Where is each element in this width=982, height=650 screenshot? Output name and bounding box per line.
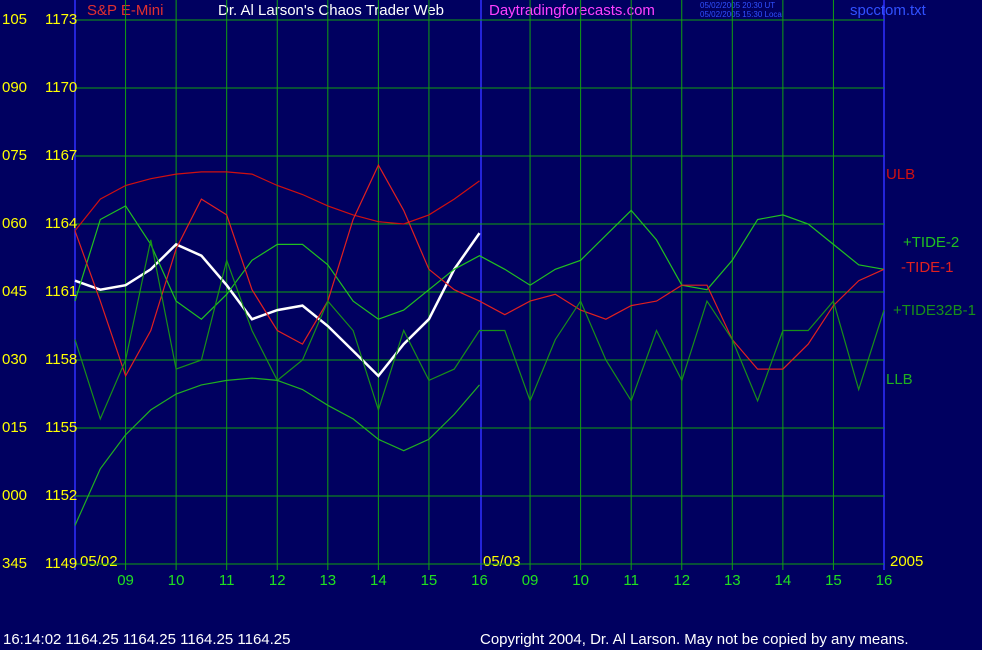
angle-label: 045 [2,283,27,300]
series-line [74,239,885,421]
series-line [74,205,885,320]
angle-label: 000 [2,487,27,504]
x-tick-label: 13 [724,572,741,589]
x-tick-label: 11 [623,572,639,589]
x-tick-label: 15 [825,572,842,589]
y-tick-label: 1155 [45,419,77,436]
day-label: 05/03 [483,553,521,570]
angle-label: 090 [2,79,27,96]
legend-label: +TIDE-2 [903,234,959,251]
y-tick-label: 1167 [45,147,77,164]
day-label: 05/02 [80,553,118,570]
legend-label: LLB [886,371,913,388]
x-tick-label: 16 [876,572,893,589]
file-name: spcctom.txt [850,2,927,19]
angle-label: 105 [2,11,27,28]
x-tick-label: 10 [572,572,589,589]
y-tick-label: 1170 [45,79,77,96]
x-tick-label: 14 [775,572,792,589]
y-tick-label: 1164 [45,215,77,232]
angle-label: 030 [2,351,27,368]
legend-label: ULB [886,166,915,183]
series-line [74,377,480,526]
header: Dr. Al Larson's Chaos Trader Web [218,2,444,19]
angle-label: 345 [2,555,27,572]
x-tick-label: 14 [370,572,387,589]
series-line [74,171,480,232]
copyright: Copyright 2004, Dr. Al Larson. May not b… [480,631,909,648]
series-line [74,232,481,378]
y-tick-label: 1152 [45,487,77,504]
angle-label: 060 [2,215,27,232]
x-tick-label: 12 [269,572,286,589]
x-tick-label: 12 [673,572,690,589]
x-tick-label: 16 [471,572,488,589]
x-tick-label: 09 [117,572,134,589]
stamp: 05/02/2005 20:30 UT [700,1,775,10]
y-tick-label: 1161 [45,283,77,300]
series-line [74,163,885,378]
x-tick-label: 11 [219,572,235,589]
legend-label: +TIDE32B-1 [893,302,976,319]
stamp: 05/02/2005 15:30 Local [700,10,784,19]
day-label: 2005 [890,553,923,570]
x-tick-label: 13 [319,572,336,589]
x-tick-label: 09 [522,572,539,589]
x-tick-label: 15 [421,572,438,589]
angle-label: 015 [2,419,27,436]
legend-label: -TIDE-1 [901,259,954,276]
x-tick-label: 10 [168,572,185,589]
y-tick-label: 1158 [45,351,77,368]
site[interactable]: Daytradingforecasts.com [489,2,655,19]
angle-label: 075 [2,147,27,164]
quote: 16:14:02 1164.25 1164.25 1164.25 1164.25 [3,631,291,648]
y-tick-label: 1173 [45,11,77,28]
y-tick-label: 1149 [45,555,77,572]
